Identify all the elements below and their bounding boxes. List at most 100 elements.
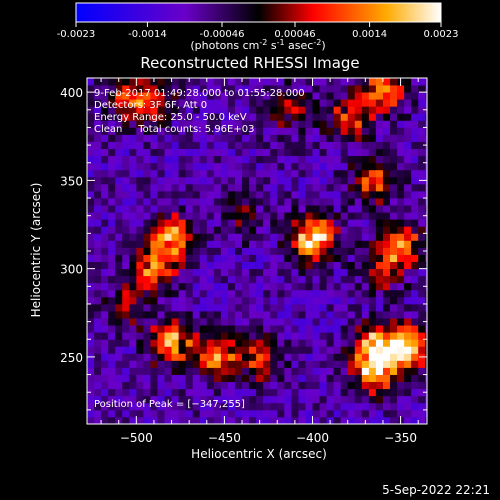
heatmap-cell [361, 198, 370, 206]
heatmap-cell [390, 303, 398, 312]
heatmap-cell [136, 289, 144, 298]
heatmap-cell [249, 409, 257, 418]
heatmap-cell [375, 127, 384, 135]
heatmap-cell [122, 190, 130, 199]
heatmap-cell [368, 303, 377, 312]
heatmap-cell [220, 367, 229, 375]
heatmap-cell [382, 332, 391, 340]
heatmap-cell [87, 402, 95, 411]
heatmap-cell [340, 339, 349, 347]
heatmap-cell [122, 120, 130, 128]
heatmap-cell [404, 240, 412, 248]
heatmap-cell [234, 409, 243, 418]
heatmap-cell [101, 247, 109, 255]
heatmap-cell [411, 296, 419, 305]
heatmap-cell [178, 106, 187, 114]
heatmap-cell [404, 78, 412, 86]
heatmap-cell [333, 176, 342, 185]
heatmap-cell [375, 141, 384, 150]
heatmap-cell [361, 113, 370, 121]
heatmap-cell [227, 311, 236, 319]
heatmap-cell [404, 127, 412, 135]
heatmap-cell [418, 148, 426, 157]
heatmap-cell [178, 360, 187, 368]
heatmap-cell [242, 311, 250, 319]
heatmap-cell [368, 226, 377, 234]
heatmap-cell [263, 346, 271, 354]
heatmap-cell [263, 169, 271, 178]
heatmap-cell [340, 409, 349, 418]
heatmap-cell [234, 169, 243, 178]
heatmap-cell [382, 120, 391, 128]
heatmap-cell [87, 261, 95, 270]
heatmap-cell [108, 325, 116, 333]
heatmap-cell [185, 113, 194, 121]
heatmap-cell [277, 226, 285, 234]
heatmap-cell [397, 176, 405, 185]
heatmap-cell [340, 303, 349, 312]
footer-timestamp: 5-Sep-2022 22:21 [382, 483, 490, 497]
heatmap-cell [375, 416, 384, 424]
heatmap-cell [333, 169, 342, 178]
heatmap-cell [227, 85, 236, 93]
heatmap-cell [220, 240, 229, 248]
heatmap-cell [284, 240, 292, 248]
heatmap-cell [291, 219, 299, 227]
heatmap-cell [277, 183, 285, 192]
heatmap-cell [263, 268, 271, 277]
heatmap-cell [312, 162, 320, 171]
heatmap-cell [178, 99, 187, 107]
heatmap-cell [284, 318, 292, 326]
heatmap-cell [122, 367, 130, 375]
heatmap-cell [361, 303, 370, 312]
heatmap-cell [256, 367, 264, 375]
heatmap-cell [368, 205, 377, 213]
heatmap-cell [94, 148, 102, 157]
heatmap-cell [298, 381, 306, 390]
heatmap-cell [375, 282, 384, 291]
heatmap-cell [368, 254, 377, 262]
heatmap-cell [129, 92, 137, 100]
heatmap-cell [256, 85, 264, 93]
heatmap-cell [298, 233, 306, 241]
heatmap-cell [418, 303, 426, 312]
colorbar-unit-label: (photons cm-2 s-1 asec-2) [190, 38, 325, 52]
heatmap-cell [185, 374, 194, 383]
heatmap-cell [136, 148, 144, 157]
heatmap-cell [164, 346, 172, 354]
heatmap-cell [192, 240, 201, 248]
heatmap-cell [150, 388, 158, 397]
heatmap-cell [347, 183, 356, 192]
heatmap-cell [143, 416, 151, 424]
heatmap-cell [234, 395, 243, 404]
heatmap-cell [171, 127, 180, 135]
heatmap-cell [333, 275, 342, 284]
heatmap-cell [326, 92, 335, 100]
heatmap-cell [136, 212, 144, 220]
heatmap-cell [171, 282, 180, 291]
heatmap-cell [382, 113, 391, 121]
heatmap-cell [361, 395, 370, 404]
heatmap-cell [319, 106, 327, 114]
heatmap-cell [404, 85, 412, 93]
heatmap-cell [298, 289, 306, 298]
heatmap-cell [164, 381, 172, 390]
heatmap-cell [425, 296, 427, 305]
heatmap-cell [150, 303, 158, 312]
heatmap-cell [354, 113, 363, 121]
heatmap-cell [94, 339, 102, 347]
heatmap-cell [368, 240, 377, 248]
heatmap-cell [347, 289, 356, 298]
heatmap-cell [220, 311, 229, 319]
heatmap-cell [326, 409, 335, 418]
heatmap-cell [326, 346, 335, 354]
heatmap-cell [136, 127, 144, 135]
heatmap-cell [157, 240, 165, 248]
heatmap-cell [143, 219, 151, 227]
heatmap-cell [411, 219, 419, 227]
heatmap-cell [298, 318, 306, 326]
heatmap-cell [87, 198, 95, 206]
heatmap-cell [227, 92, 236, 100]
heatmap-cell [326, 268, 335, 277]
heatmap-cell [249, 106, 257, 114]
